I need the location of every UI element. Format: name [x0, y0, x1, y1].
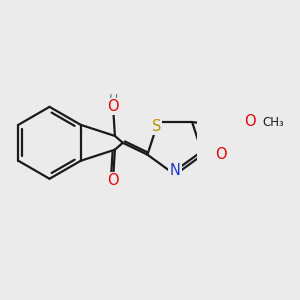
Text: O: O — [215, 147, 226, 162]
Text: S: S — [152, 119, 161, 134]
Text: O: O — [107, 99, 119, 114]
Text: CH₃: CH₃ — [262, 116, 284, 129]
Text: O: O — [107, 173, 119, 188]
Text: N: N — [169, 163, 181, 178]
Text: H: H — [108, 94, 118, 106]
Text: O: O — [244, 114, 256, 129]
